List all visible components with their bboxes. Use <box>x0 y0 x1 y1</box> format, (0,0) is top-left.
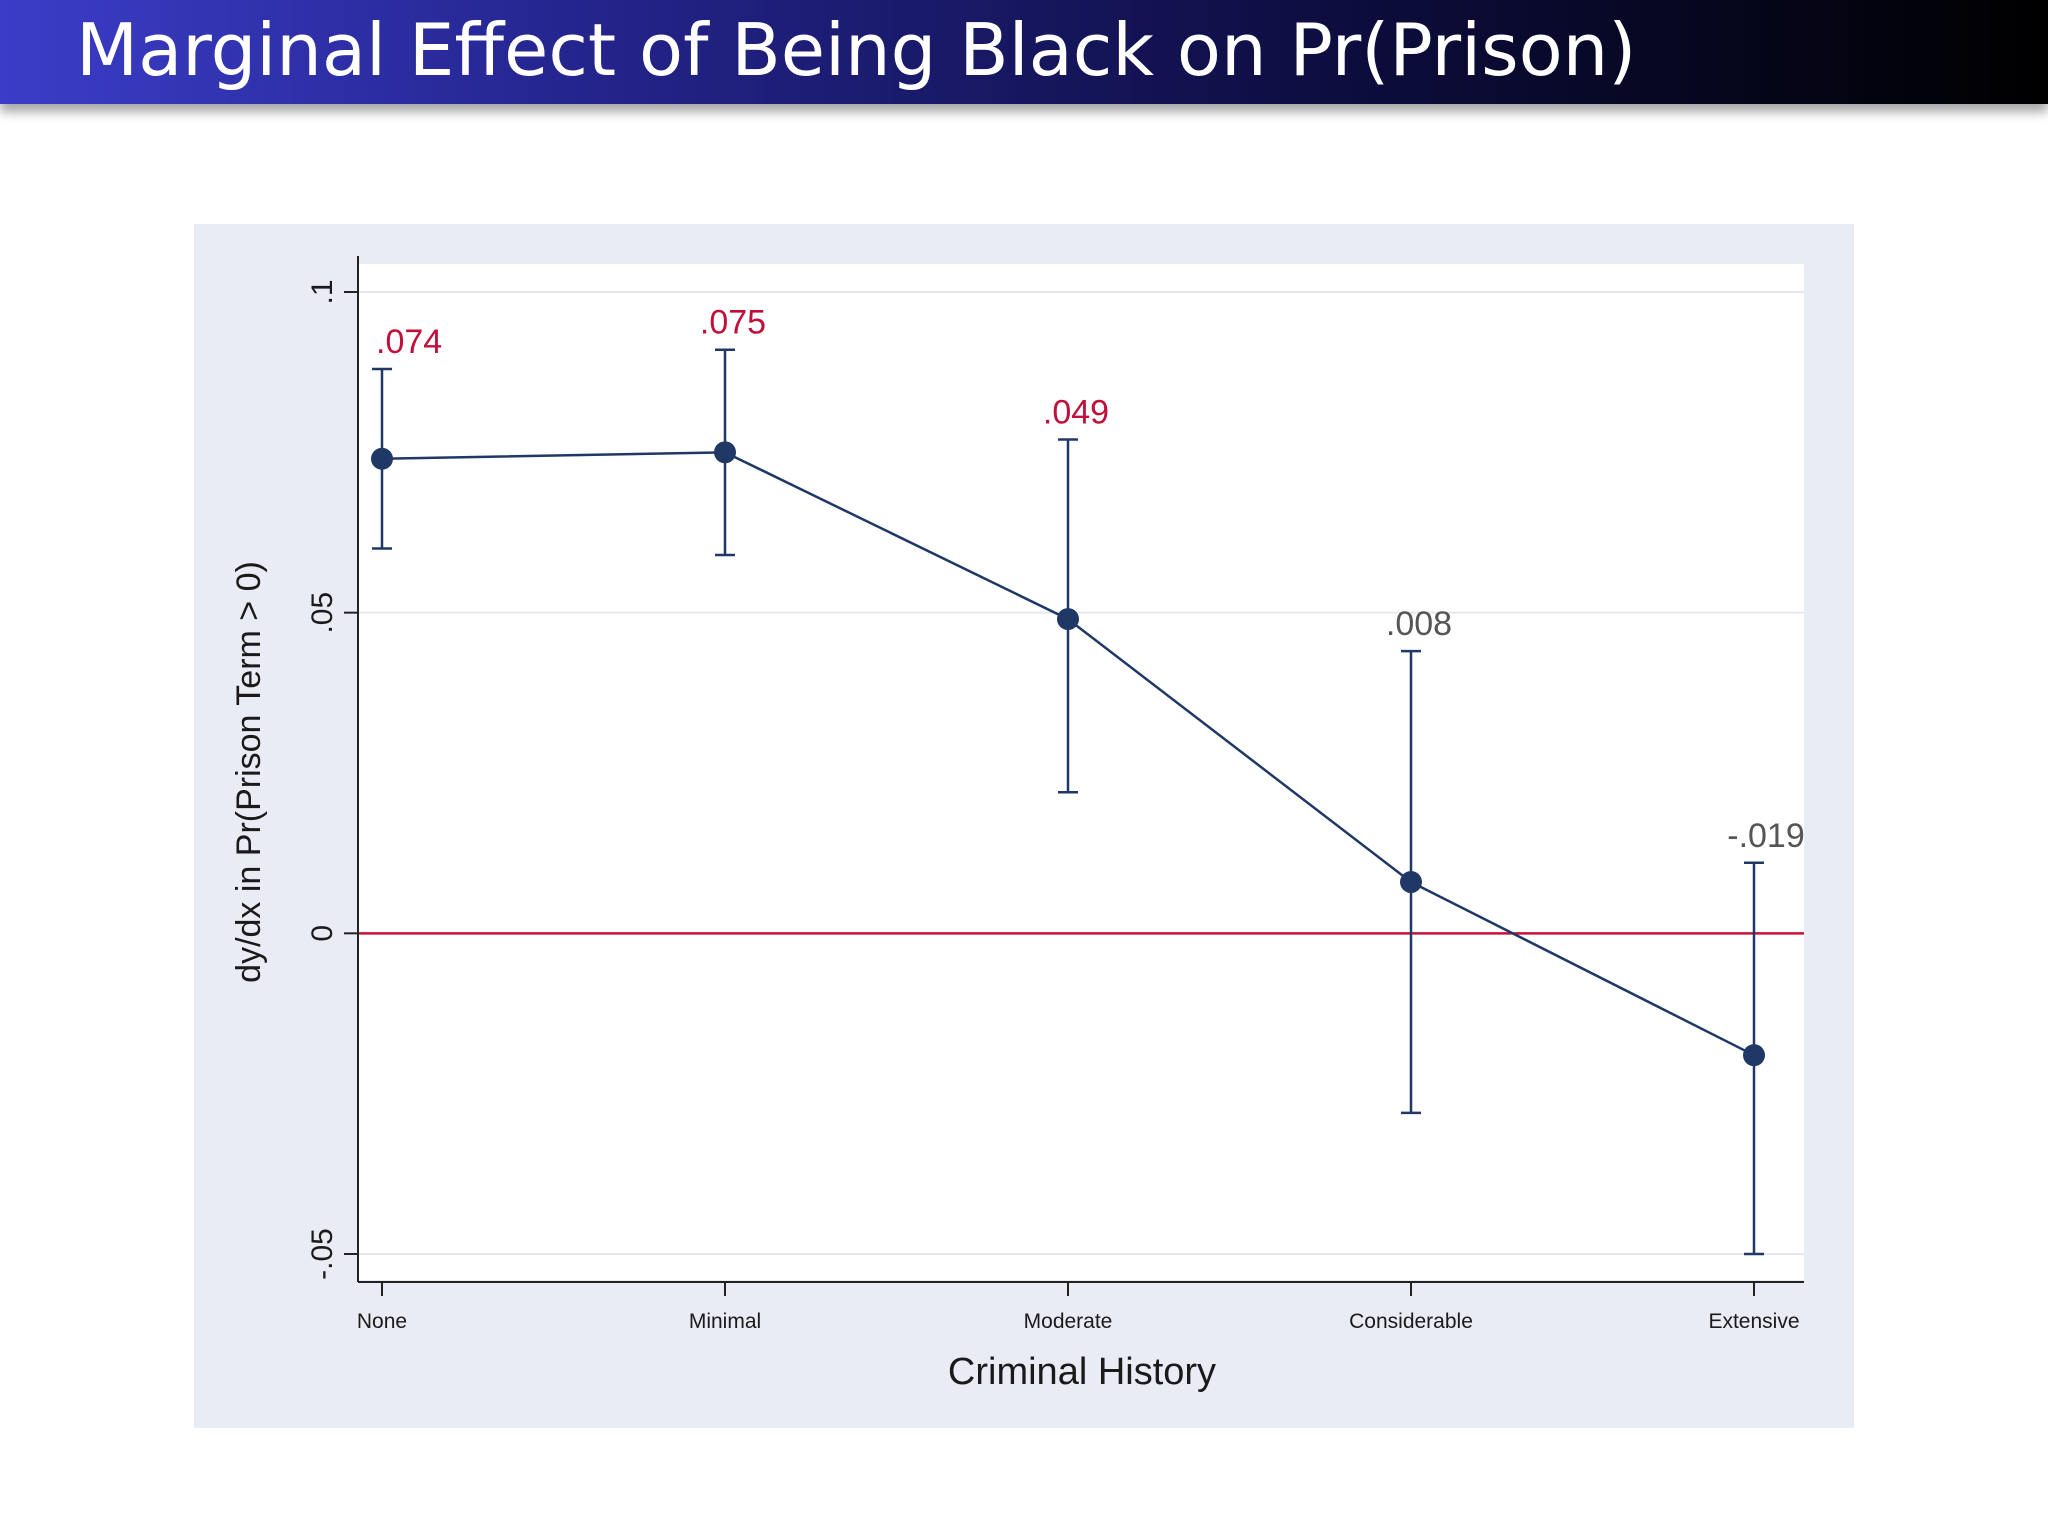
y-axis-title: dy/dx in Pr(Prison Term > 0) <box>230 561 268 983</box>
grid-lines <box>358 291 1804 1255</box>
data-point <box>371 447 393 470</box>
axes <box>357 256 1804 1283</box>
y-axis-ticks: -.05 0 .05 .1 <box>306 279 358 1280</box>
slide-title: Marginal Effect of Being Black on Pr(Pri… <box>76 8 1637 92</box>
chart-panel: -.05 0 .05 .1 None Minimal Moderate Considerab… <box>194 224 1854 1428</box>
data-label: .049 <box>1043 394 1109 432</box>
x-axis-ticks: None Minimal Moderate Considerable Extensive <box>357 1282 1800 1333</box>
x-tick-label: Considerable <box>1349 1310 1473 1333</box>
data-point <box>1400 871 1422 894</box>
x-tick-label: Extensive <box>1708 1310 1799 1333</box>
data-point <box>1057 608 1079 631</box>
title-bar: Marginal Effect of Being Black on Pr(Pri… <box>0 0 2048 104</box>
data-label: .008 <box>1386 605 1452 643</box>
data-point <box>714 441 736 464</box>
data-label: .075 <box>700 304 766 342</box>
x-tick-label: None <box>357 1310 407 1333</box>
x-tick-label: Minimal <box>689 1310 761 1333</box>
marginal-effect-chart: -.05 0 .05 .1 None Minimal Moderate Considerab… <box>230 256 1805 1393</box>
y-tick-label: .1 <box>306 279 339 304</box>
y-tick-label: 0 <box>306 925 339 942</box>
plot-area <box>358 264 1804 1280</box>
y-tick-label: -.05 <box>306 1228 339 1280</box>
data-label: .074 <box>376 323 442 361</box>
x-axis-title: Criminal History <box>948 1351 1216 1393</box>
data-labels: .074 .075 .049 .008 -.019 <box>376 304 1805 855</box>
y-tick-label: .05 <box>306 592 339 634</box>
x-tick-label: Moderate <box>1024 1310 1113 1333</box>
series-dy-dx <box>371 348 1765 1256</box>
data-point <box>1743 1044 1765 1067</box>
data-label: -.019 <box>1727 817 1805 855</box>
